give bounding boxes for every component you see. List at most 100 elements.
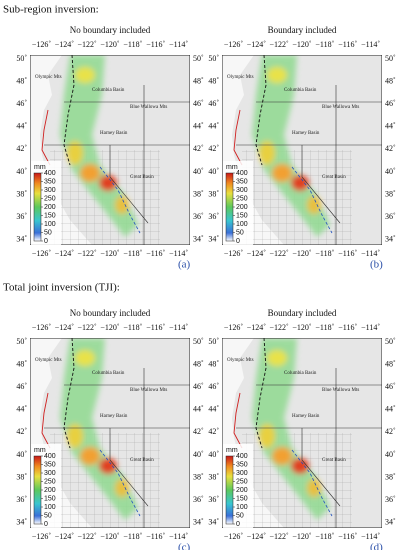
place-label: Harney Basin bbox=[292, 131, 320, 136]
colorbar bbox=[225, 455, 234, 525]
lat-label: 42˚ bbox=[208, 144, 219, 153]
colorbar-label: 400 bbox=[44, 453, 56, 460]
lat-label: 42˚ bbox=[208, 427, 219, 436]
colorbar-label: 100 bbox=[236, 221, 248, 228]
place-label: Columbia Basin bbox=[284, 88, 317, 93]
lat-label: 34˚ bbox=[385, 235, 396, 244]
panel-letter: (b) bbox=[370, 259, 383, 271]
lon-label: −120˚ bbox=[292, 532, 312, 541]
lat-label: 34˚ bbox=[16, 235, 27, 244]
colorbar-label: 100 bbox=[44, 504, 56, 511]
lat-label: 38˚ bbox=[193, 472, 204, 481]
lat-label: 50˚ bbox=[16, 337, 27, 346]
lat-label: 40˚ bbox=[193, 450, 204, 459]
lat-label: 48˚ bbox=[16, 76, 27, 85]
lat-label: 50˚ bbox=[16, 54, 27, 63]
lon-label: −118˚ bbox=[123, 532, 142, 541]
lon-label: −120˚ bbox=[100, 40, 120, 49]
lon-label: −116˚ bbox=[146, 40, 165, 49]
colorbar-label: 200 bbox=[44, 204, 56, 211]
panels: Sub-region inversion: No boundary include… bbox=[3, 4, 396, 550]
lon-label: −114˚ bbox=[361, 323, 380, 332]
lon-label: −118˚ bbox=[315, 40, 334, 49]
lat-label: 46˚ bbox=[208, 382, 219, 391]
lat-label: 40˚ bbox=[385, 450, 396, 459]
lon-label: −124˚ bbox=[247, 532, 267, 541]
lon-label: −118˚ bbox=[123, 323, 142, 332]
place-label: Great Basin bbox=[322, 175, 346, 180]
lat-label: 50˚ bbox=[385, 54, 396, 63]
lon-label: −122˚ bbox=[270, 532, 290, 541]
colorbar-label: 350 bbox=[44, 178, 56, 185]
lat-label: 42˚ bbox=[16, 144, 27, 153]
colorbar-label: 400 bbox=[236, 170, 248, 177]
lon-label: −122˚ bbox=[270, 323, 290, 332]
lon-label: −122˚ bbox=[78, 40, 98, 49]
lon-label: −114˚ bbox=[169, 40, 188, 49]
lat-label: 38˚ bbox=[385, 472, 396, 481]
lat-label: 36˚ bbox=[208, 212, 219, 221]
lat-label: 36˚ bbox=[208, 495, 219, 504]
lat-label: 36˚ bbox=[385, 212, 396, 221]
place-label: Great Basin bbox=[130, 458, 154, 463]
lat-label: 38˚ bbox=[193, 189, 204, 198]
place-label: Harney Basin bbox=[100, 131, 128, 136]
lat-label: 50˚ bbox=[193, 54, 204, 63]
lon-label: −126˚ bbox=[32, 323, 52, 332]
lon-label: −126˚ bbox=[224, 323, 244, 332]
lat-label: 44˚ bbox=[385, 405, 396, 414]
lon-label: −120˚ bbox=[292, 249, 312, 258]
lat-label: 48˚ bbox=[16, 359, 27, 368]
lon-label: −124˚ bbox=[247, 40, 267, 49]
lat-label: 48˚ bbox=[193, 359, 204, 368]
lat-label: 48˚ bbox=[385, 76, 396, 85]
lat-label: 46˚ bbox=[16, 99, 27, 108]
lon-label: −114˚ bbox=[361, 249, 380, 258]
lat-label: 42˚ bbox=[16, 427, 27, 436]
lon-label: −114˚ bbox=[361, 40, 380, 49]
lon-label: −114˚ bbox=[169, 532, 188, 541]
lat-label: 48˚ bbox=[385, 359, 396, 368]
colorbar-label: 0 bbox=[44, 238, 48, 245]
panel-title: Boundary included bbox=[268, 25, 337, 35]
lat-label: 40˚ bbox=[208, 450, 219, 459]
colorbar bbox=[33, 172, 42, 242]
lat-label: 48˚ bbox=[208, 359, 219, 368]
place-label: Blue Wallowa Mts bbox=[130, 105, 167, 110]
lon-label: −126˚ bbox=[32, 40, 52, 49]
lon-label: −116˚ bbox=[338, 323, 357, 332]
lon-label: −124˚ bbox=[247, 323, 267, 332]
lat-label: 46˚ bbox=[16, 382, 27, 391]
lat-label: 46˚ bbox=[385, 99, 396, 108]
colorbar-label: 200 bbox=[236, 204, 248, 211]
panel-title: Boundary included bbox=[268, 308, 337, 318]
colorbar-label: 250 bbox=[44, 478, 56, 485]
lat-label: 40˚ bbox=[208, 167, 219, 176]
place-label: Columbia Basin bbox=[92, 88, 125, 93]
panel-letter: (d) bbox=[370, 542, 383, 550]
lon-label: −122˚ bbox=[78, 323, 98, 332]
lon-label: −122˚ bbox=[78, 532, 98, 541]
colorbar-label: 250 bbox=[236, 195, 248, 202]
lon-label: −116˚ bbox=[338, 40, 357, 49]
lat-label: 46˚ bbox=[193, 99, 204, 108]
lat-label: 40˚ bbox=[16, 450, 27, 459]
colorbar-label: 350 bbox=[236, 178, 248, 185]
colorbar-unit: mm bbox=[34, 447, 46, 454]
lat-label: 36˚ bbox=[16, 212, 27, 221]
colorbar-unit: mm bbox=[34, 164, 46, 171]
lat-label: 42˚ bbox=[385, 427, 396, 436]
place-label: Harney Basin bbox=[100, 414, 128, 419]
colorbar-label: 50 bbox=[236, 512, 244, 519]
lat-label: 50˚ bbox=[208, 337, 219, 346]
lat-label: 38˚ bbox=[16, 189, 27, 198]
lat-label: 48˚ bbox=[208, 76, 219, 85]
colorbar-label: 250 bbox=[44, 195, 56, 202]
lat-label: 36˚ bbox=[193, 495, 204, 504]
lat-label: 34˚ bbox=[193, 235, 204, 244]
lat-label: 34˚ bbox=[16, 518, 27, 527]
section-title: Sub-region inversion: bbox=[3, 4, 99, 16]
lon-label: −116˚ bbox=[146, 532, 165, 541]
colorbar-label: 200 bbox=[44, 487, 56, 494]
place-label: Columbia Basin bbox=[92, 371, 125, 376]
